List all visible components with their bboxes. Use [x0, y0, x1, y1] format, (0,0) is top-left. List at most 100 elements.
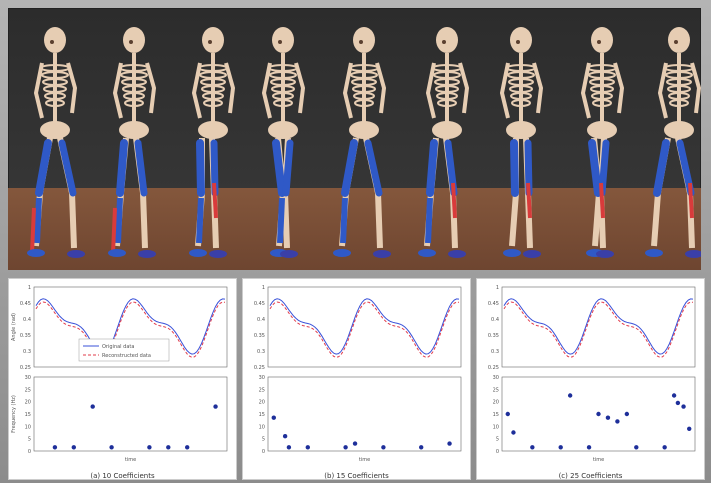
left-arm: [191, 62, 202, 119]
bottom-ytick: 25: [493, 387, 499, 393]
skeleton-frame-5: [333, 27, 391, 258]
left-arm: [261, 62, 272, 119]
eye-socket: [129, 40, 133, 44]
caption-c: (c) 25 Coefficients: [558, 472, 623, 480]
top-ytick: 1: [496, 285, 499, 291]
calf-muscle: [340, 197, 348, 244]
bottom-ytick: 30: [493, 375, 499, 381]
frequency-marker: [605, 415, 611, 420]
eye-socket: [208, 40, 212, 44]
skeleton-frame-2: [108, 27, 157, 258]
skeleton-frame-3: [189, 27, 236, 258]
frequency-marker: [687, 426, 692, 431]
xlabel: time: [593, 457, 604, 463]
bottom-ytick: 0: [28, 449, 31, 455]
top-axes: [501, 286, 696, 368]
top-ytick: 0.3: [23, 349, 31, 355]
frequency-marker: [505, 411, 510, 417]
legend-label: Original data: [102, 344, 134, 350]
left-foot: [503, 249, 521, 257]
thigh-muscle: [35, 139, 52, 197]
right-arm: [294, 62, 306, 114]
frequency-marker: [286, 445, 292, 450]
frequency-marker: [271, 415, 276, 420]
spine: [600, 53, 604, 123]
frequency-marker: [166, 445, 171, 450]
bottom-ytick: 10: [25, 424, 31, 430]
right-foot: [280, 250, 298, 258]
top-ytick: 0.4: [491, 317, 499, 323]
pelvis: [119, 121, 149, 139]
frequency-marker: [147, 445, 152, 450]
top-ytick: 0.35: [488, 333, 499, 339]
top-axes: [33, 286, 228, 368]
spine: [677, 53, 681, 123]
left-arm: [425, 62, 436, 119]
skeleton-animation-scene: [8, 8, 701, 270]
bottom-ytick: 20: [259, 400, 265, 406]
bottom-ytick: 10: [259, 424, 265, 430]
skull: [668, 27, 690, 53]
rib: [124, 99, 144, 107]
thigh-muscle: [116, 139, 128, 197]
right-arm: [375, 62, 387, 114]
pelvis: [40, 121, 70, 139]
bottom-axes: [33, 376, 228, 452]
right-arm: [145, 62, 157, 114]
frequency-marker: [624, 411, 630, 417]
plot-panel-c: 1 0.45 0.4 0.35 0.3 0.25 30 25 20 15 10 5 0 time (c) …: [476, 278, 705, 480]
caption-a: (a) 10 Coefficients: [90, 472, 155, 480]
frequency-marker: [352, 441, 358, 446]
spine: [281, 53, 285, 123]
plot-panel-a: 1 0.45 0.4 0.35 0.3 0.25 Angle (rad) Original d…: [8, 278, 237, 480]
frequency-marker: [530, 445, 535, 450]
right-foot: [209, 250, 227, 258]
spine: [211, 53, 215, 123]
active-muscle: [111, 207, 117, 254]
frequency-marker: [52, 445, 58, 450]
floor: [8, 188, 701, 270]
skeleton-frame-8: [580, 27, 625, 258]
left-arm: [33, 62, 44, 119]
original-data-line: [503, 298, 694, 355]
top-ylabel: Angle (rad): [11, 313, 17, 341]
left-foot: [645, 249, 663, 257]
skeleton-frame-4: [261, 27, 306, 258]
thigh-muscle: [341, 139, 358, 197]
skull: [591, 27, 613, 53]
bottom-ytick: 5: [28, 437, 31, 443]
bottom-axes: [267, 376, 462, 452]
top-ytick: 0.45: [20, 301, 31, 307]
active-muscle: [30, 207, 36, 254]
active-muscle: [212, 182, 218, 219]
right-arm: [458, 62, 470, 114]
frequency-marker: [567, 393, 573, 398]
thigh-muscle: [282, 139, 294, 197]
pelvis: [268, 121, 298, 139]
top-ytick: 0.25: [488, 365, 499, 371]
top-ytick: 0.4: [23, 317, 31, 323]
right-arm: [66, 62, 78, 114]
frequency-marker: [185, 445, 190, 450]
top-ytick: 0.45: [488, 301, 499, 307]
skeleton-frame-1: [27, 27, 85, 258]
top-ytick: 0.45: [254, 301, 265, 307]
thigh-muscle: [510, 139, 519, 197]
spine: [53, 53, 57, 123]
bottom-ytick: 25: [25, 387, 31, 393]
thigh-muscle: [588, 139, 602, 197]
xlabel: time: [125, 457, 136, 463]
frequency-marker: [586, 445, 592, 450]
skeleton-frame-7: [499, 27, 544, 258]
eye-socket: [674, 40, 678, 44]
legend-label: Reconstructed data: [102, 353, 151, 359]
eye-socket: [50, 40, 54, 44]
active-muscle: [599, 182, 605, 219]
calf-muscle: [34, 197, 42, 244]
frequency-marker: [343, 445, 348, 450]
frequency-marker: [662, 445, 667, 450]
thigh-muscle: [426, 139, 438, 197]
pelvis: [506, 121, 536, 139]
calf-muscle: [115, 197, 123, 244]
plot-b-svg: 1 0.45 0.4 0.35 0.3 0.25 30 25 20 15 10 5 0 time: [254, 285, 462, 463]
